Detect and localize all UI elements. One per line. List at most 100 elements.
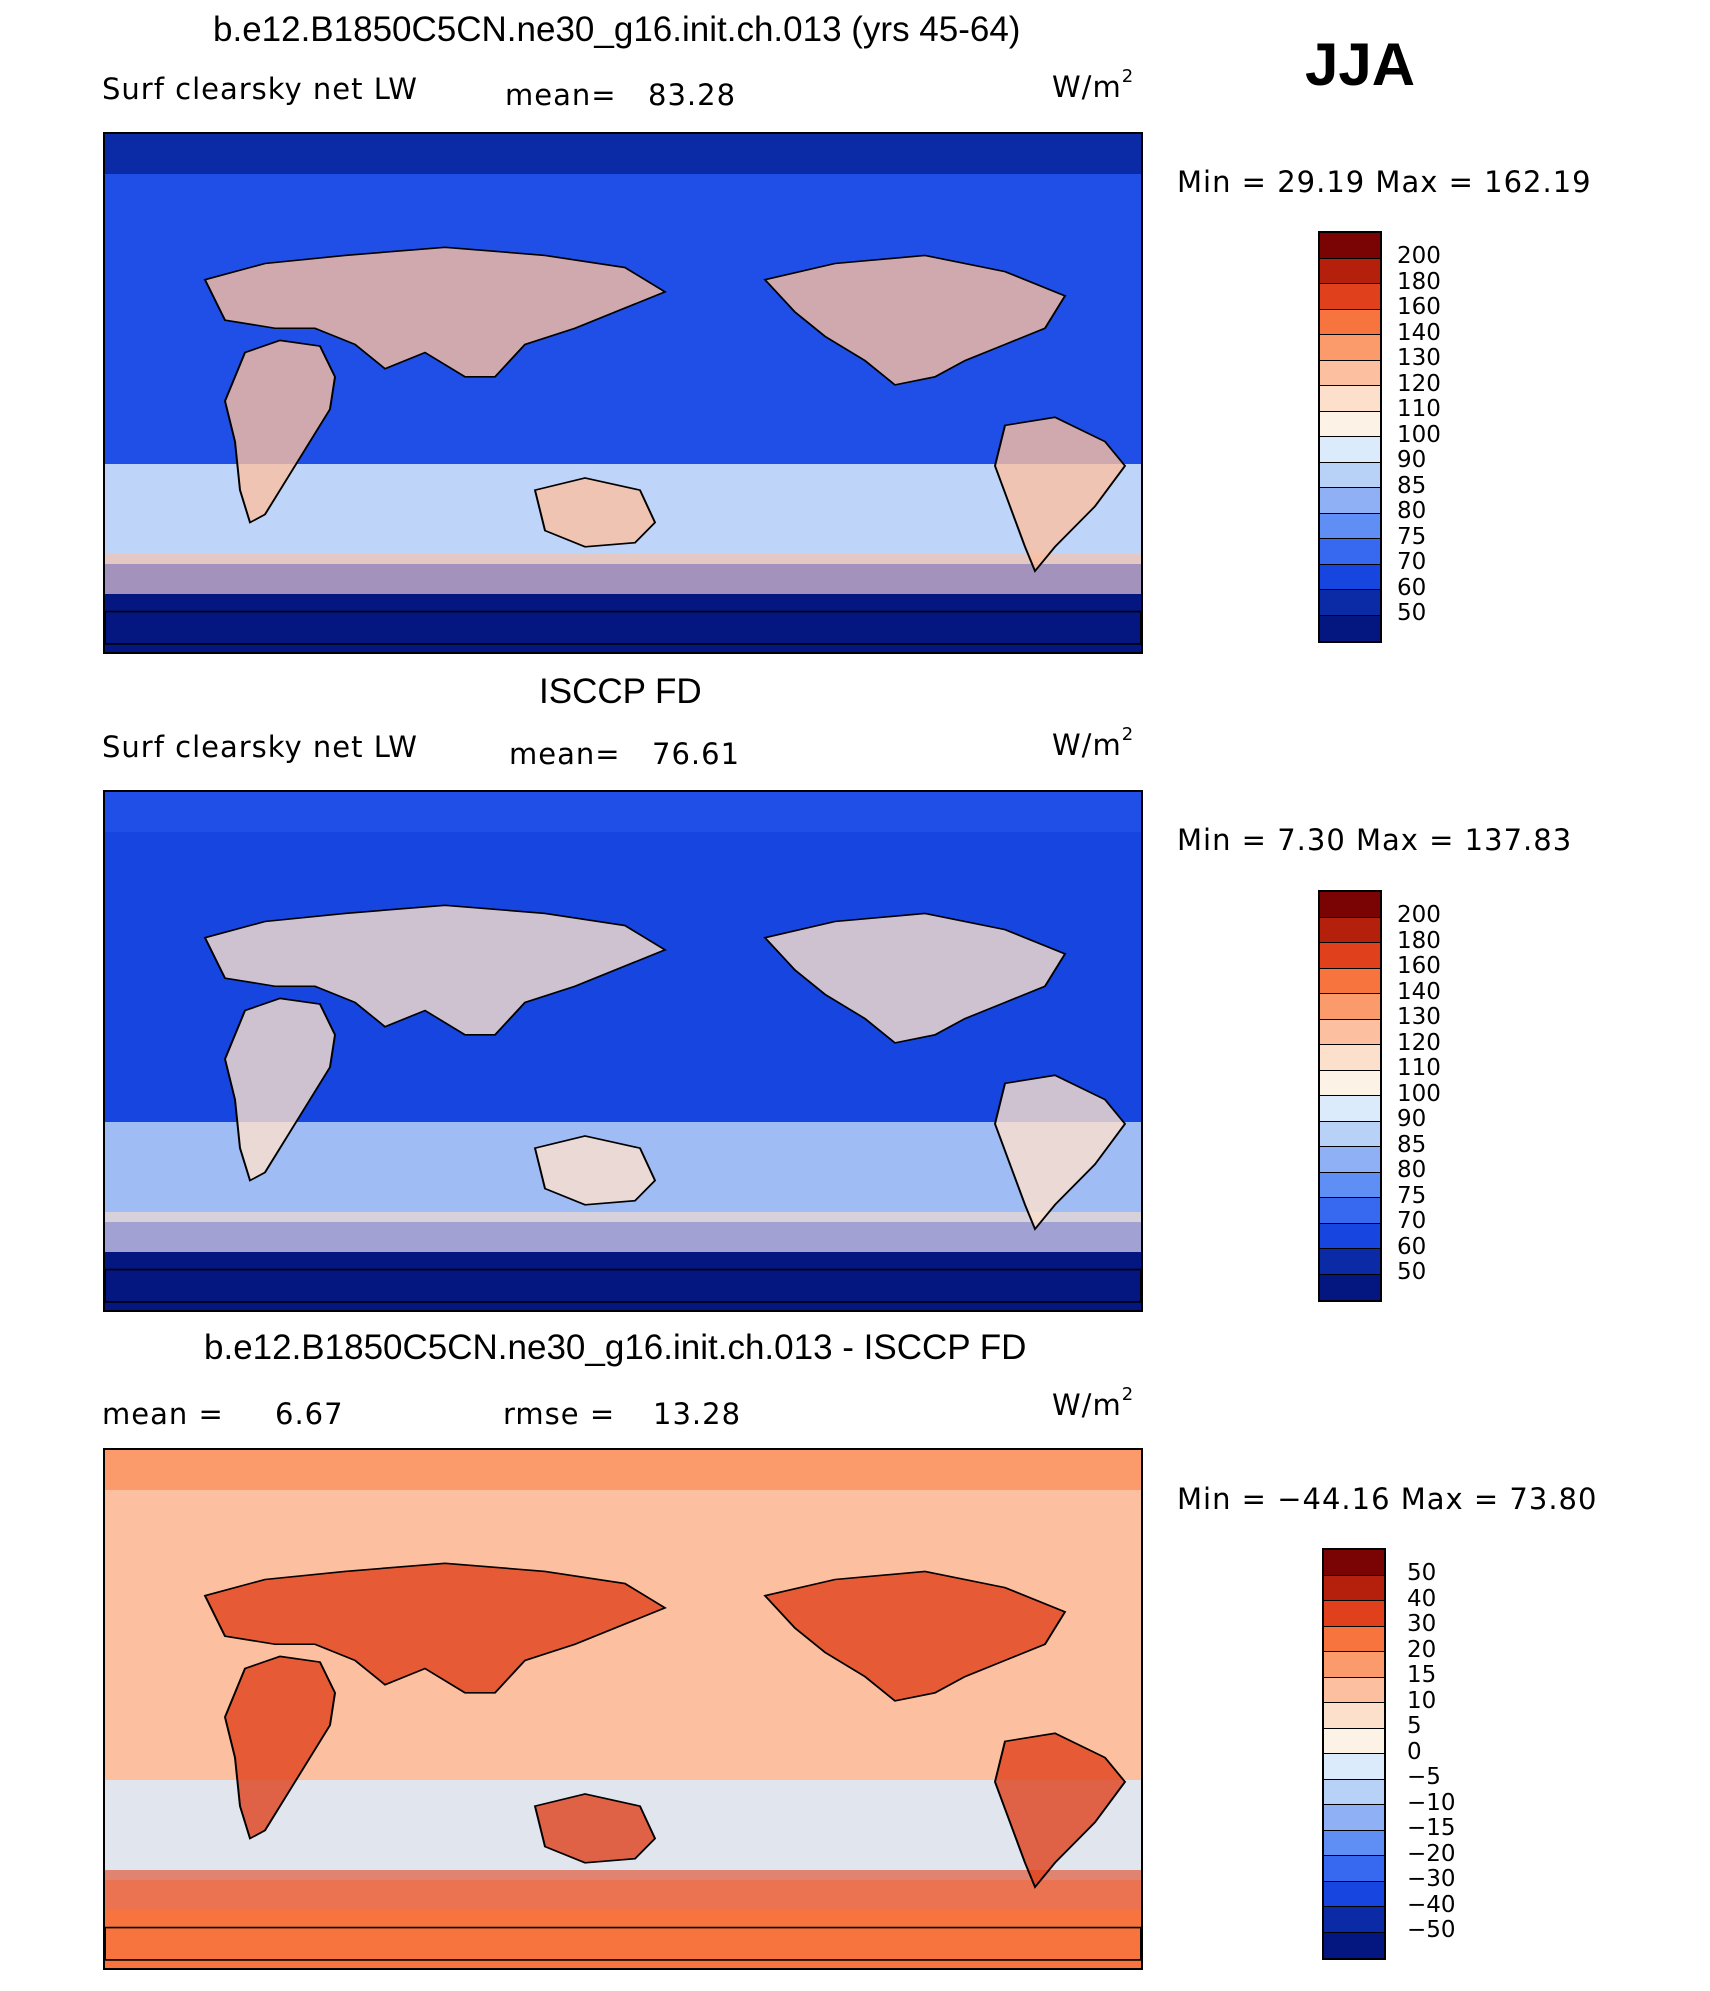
colorbar-swatch [1320,462,1380,488]
coastline [993,416,1127,573]
colorbar-swatch [1324,1626,1384,1652]
colorbar-swatch [1320,1019,1380,1045]
colorbar-swatch [1324,1550,1384,1576]
coastline [105,610,1141,645]
coastline [223,997,337,1182]
colorbar-tick-label: 5 [1407,1713,1422,1739]
coastline [993,1732,1127,1889]
colorbar-swatch [1320,284,1380,310]
coastline [223,339,337,524]
colorbar-swatch [1324,1856,1384,1882]
coastline [105,1268,1141,1303]
colorbar-tick-label: 80 [1397,498,1427,524]
variable-label: Surf clearsky net LW [102,730,418,764]
colorbar-tick-label: 15 [1407,1662,1437,1688]
colorbar-tick-label: 120 [1397,370,1441,397]
colorbar-tick-label: 50 [1397,1259,1427,1285]
colorbar-tick-label: 120 [1397,1029,1441,1056]
coastline [763,254,1067,386]
colorbar-swatch [1320,258,1380,284]
colorbar-tick-label: 100 [1397,1080,1441,1107]
colorbar-tick-label: −20 [1407,1840,1456,1867]
colorbar-swatch [1320,1249,1380,1275]
colorbar-tick-label: 60 [1397,1233,1427,1260]
colorbar-swatch [1320,233,1380,259]
panel-title: b.e12.B1850C5CN.ne30_g16.init.ch.013 (yr… [213,10,1021,49]
colorbar-swatch [1320,1045,1380,1071]
colorbar-swatch [1320,1198,1380,1224]
mean-value: 6.67 [275,1397,344,1431]
colorbar-tick-label: 180 [1397,927,1441,954]
colorbar-swatch [1324,1779,1384,1805]
colorbar-swatch [1320,917,1380,943]
colorbar-swatch [1320,335,1380,361]
coastline [533,1135,657,1206]
panel-title: b.e12.B1850C5CN.ne30_g16.init.ch.013 - I… [204,1328,1027,1367]
colorbar-tick-label: 80 [1397,1157,1427,1183]
colorbar-swatch [1320,386,1380,412]
map-plot [103,132,1143,654]
colorbar-swatch [1320,1121,1380,1147]
colorbar-tick-label: 60 [1397,574,1427,601]
mean-label: mean= [505,78,617,112]
units-label: W/m2 [1052,724,1135,762]
season-label: JJA [1305,31,1416,98]
colorbar-tick-label: 100 [1397,421,1441,448]
coastline [763,912,1067,1044]
colorbar-swatch [1324,1932,1384,1958]
mean-label: mean= [509,737,621,771]
colorbar-swatch [1324,1575,1384,1601]
colorbar-tick-label: 0 [1407,1738,1422,1765]
colorbar-tick-label: 85 [1397,1131,1427,1158]
colorbar-swatch [1320,513,1380,539]
panel-title: ISCCP FD [539,672,702,711]
colorbar-swatch [1320,892,1380,918]
coastline [993,1074,1127,1231]
colorbar-swatch [1320,1096,1380,1122]
colorbar-tick-label: −30 [1407,1866,1456,1892]
map-field [105,134,1141,652]
colorbar-swatch [1320,411,1380,437]
colorbar-tick-label: 70 [1397,1208,1427,1234]
colorbar-swatch [1320,1147,1380,1173]
colorbar-tick-label: −5 [1407,1764,1441,1790]
colorbar-tick-label: 160 [1397,953,1441,979]
colorbar-tick-label: 130 [1397,1004,1441,1030]
min-max-label: Min = 29.19 Max = 162.19 [1177,165,1592,199]
colorbar-tick-label: −10 [1407,1789,1456,1816]
coastline [223,1655,337,1840]
colorbar-swatch [1320,488,1380,514]
colorbar-tick-label: 90 [1397,447,1427,473]
colorbar-swatch [1320,943,1380,969]
colorbar-tick-label: 160 [1397,294,1441,320]
map-plot [103,1448,1143,1970]
rmse-label: rmse = [503,1397,616,1431]
coastline [203,1562,667,1694]
colorbar-tick-label: 130 [1397,345,1441,371]
colorbar-tick-label: −15 [1407,1815,1456,1841]
colorbar-swatch [1324,1652,1384,1678]
coastline [203,246,667,378]
mean-value: 76.61 [652,737,741,771]
colorbar-tick-label: −40 [1407,1891,1456,1918]
coastline [533,477,657,548]
rmse-value: 13.28 [653,1397,742,1431]
mean-label: mean = [102,1397,224,1431]
colorbar-tick-label: 200 [1397,902,1441,928]
colorbar-swatch [1320,968,1380,994]
colorbar-tick-label: 140 [1397,319,1441,346]
colorbar [1318,890,1382,1302]
colorbar-tick-label: 50 [1397,600,1427,626]
colorbar-tick-label: 110 [1397,1055,1441,1081]
colorbar-tick-label: 200 [1397,243,1441,269]
colorbar-swatch [1320,564,1380,590]
colorbar-tick-label: 70 [1397,549,1427,575]
colorbar-tick-label: 40 [1407,1585,1437,1612]
colorbar-swatch [1320,994,1380,1020]
colorbar-swatch [1324,1907,1384,1933]
colorbar-tick-label: 85 [1397,472,1427,499]
colorbar-tick-label: 75 [1397,523,1427,550]
colorbar-tick-label: 50 [1407,1560,1437,1586]
colorbar-swatch [1320,309,1380,335]
colorbar-tick-label: 75 [1397,1182,1427,1209]
